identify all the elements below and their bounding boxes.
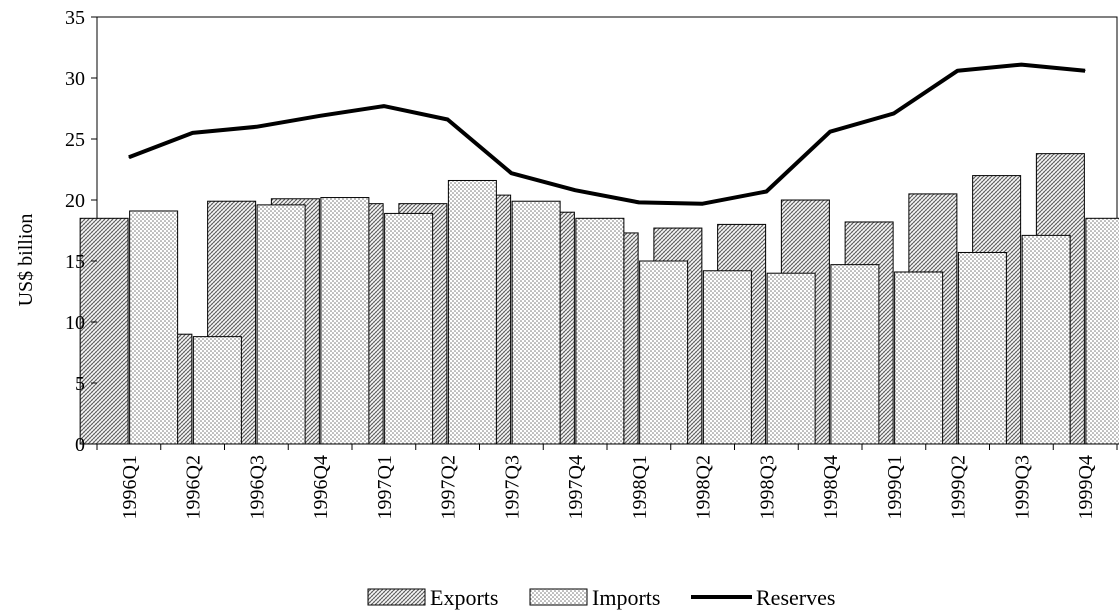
point-reserves-1999Q3 — [1020, 64, 1022, 66]
point-reserves-1997Q3 — [510, 172, 512, 174]
legend: Exports Imports Reserves — [367, 585, 835, 610]
legend-item-exports: Exports — [367, 585, 498, 610]
point-reserves-1998Q2 — [702, 203, 704, 205]
bar-imports-1997Q3 — [511, 200, 561, 445]
x-tick-label-1997Q2: 1997Q2 — [438, 455, 460, 519]
bar-imports-1997Q4 — [575, 217, 625, 445]
point-reserves-1996Q2 — [192, 132, 194, 134]
x-tick-label-1998Q3: 1998Q3 — [756, 455, 778, 519]
legend-item-imports: Imports — [529, 585, 660, 610]
point-reserves-1999Q1 — [893, 112, 895, 114]
x-tick-label-1998Q4: 1998Q4 — [820, 455, 842, 519]
bar-imports-1999Q2 — [957, 251, 1007, 445]
point-reserves-1998Q3 — [765, 190, 767, 192]
point-reserves-1997Q2 — [447, 118, 449, 120]
bar-imports-1999Q1 — [894, 271, 944, 445]
x-tick-label-1999Q4: 1999Q4 — [1075, 455, 1097, 519]
x-tick-label-1998Q2: 1998Q2 — [693, 455, 715, 519]
bar-imports-1996Q1 — [129, 210, 179, 445]
x-tick-label-1999Q3: 1999Q3 — [1011, 455, 1033, 519]
legend-item-reserves: Reserves — [691, 585, 835, 610]
y-tick-label-25: 25 — [65, 129, 85, 151]
point-reserves-1996Q3 — [255, 126, 257, 128]
y-axis: 0 5 10 15 20 25 30 35 — [65, 7, 97, 456]
x-tick-label-1998Q1: 1998Q1 — [629, 455, 651, 519]
y-tick-label-35: 35 — [65, 7, 85, 29]
x-tick-label-1997Q3: 1997Q3 — [501, 455, 523, 519]
legend-swatch-exports — [367, 588, 426, 606]
bar-imports-1998Q3 — [766, 272, 816, 445]
point-reserves-1999Q2 — [957, 70, 959, 72]
legend-swatch-imports — [529, 588, 588, 606]
legend-label-reserves: Reserves — [756, 585, 835, 610]
line-reserves — [128, 62, 1086, 206]
point-reserves-1999Q4 — [1084, 70, 1086, 72]
x-tick-label-1999Q2: 1999Q2 — [948, 455, 970, 519]
bar-imports-1997Q1 — [384, 212, 434, 445]
x-tick-label-1996Q1: 1996Q1 — [119, 455, 141, 519]
x-tick-label-1996Q2: 1996Q2 — [183, 455, 205, 519]
y-tick-label-30: 30 — [65, 68, 85, 90]
point-reserves-1997Q1 — [383, 105, 385, 107]
x-tick-label-1997Q1: 1997Q1 — [374, 455, 396, 519]
point-reserves-1998Q4 — [829, 131, 831, 133]
x-tick-label-1996Q4: 1996Q4 — [310, 455, 332, 519]
y-tick-label-10: 10 — [65, 312, 85, 334]
bar-imports-1998Q4 — [830, 264, 880, 445]
x-axis: 1996Q1 1996Q2 1996Q3 1996Q4 1997Q1 1997Q2 1997… — [96, 444, 1118, 519]
bar-imports-1998Q1 — [639, 260, 689, 445]
x-tick-label-1999Q1: 1999Q1 — [884, 455, 906, 519]
y-tick-label-0: 0 — [75, 434, 85, 456]
bar-imports-1999Q3 — [1021, 234, 1071, 445]
bar-imports-1997Q2 — [447, 179, 497, 445]
y-tick-label-15: 15 — [65, 251, 85, 273]
y-tick-label-20: 20 — [65, 190, 85, 212]
bar-exports-1996Q1 — [79, 217, 129, 445]
y-axis-label: US$ billion — [15, 214, 37, 307]
plot-area — [79, 16, 1119, 445]
legend-label-exports: Exports — [430, 585, 498, 610]
point-reserves-1996Q1 — [128, 156, 130, 158]
x-tick-label-1997Q4: 1997Q4 — [565, 455, 587, 519]
y-tick-label-5: 5 — [75, 373, 85, 395]
bar-imports-1998Q2 — [702, 270, 752, 445]
point-reserves-1996Q4 — [319, 115, 321, 117]
bar-imports-1999Q4 — [1085, 217, 1119, 445]
point-reserves-1997Q4 — [574, 189, 576, 191]
point-reserves-1998Q1 — [638, 201, 640, 203]
bar-imports-1996Q2 — [192, 336, 242, 445]
legend-label-imports: Imports — [592, 585, 660, 610]
bar-imports-1996Q3 — [256, 204, 306, 445]
x-tick-label-1996Q3: 1996Q3 — [246, 455, 268, 519]
bar-imports-1996Q4 — [320, 197, 370, 445]
